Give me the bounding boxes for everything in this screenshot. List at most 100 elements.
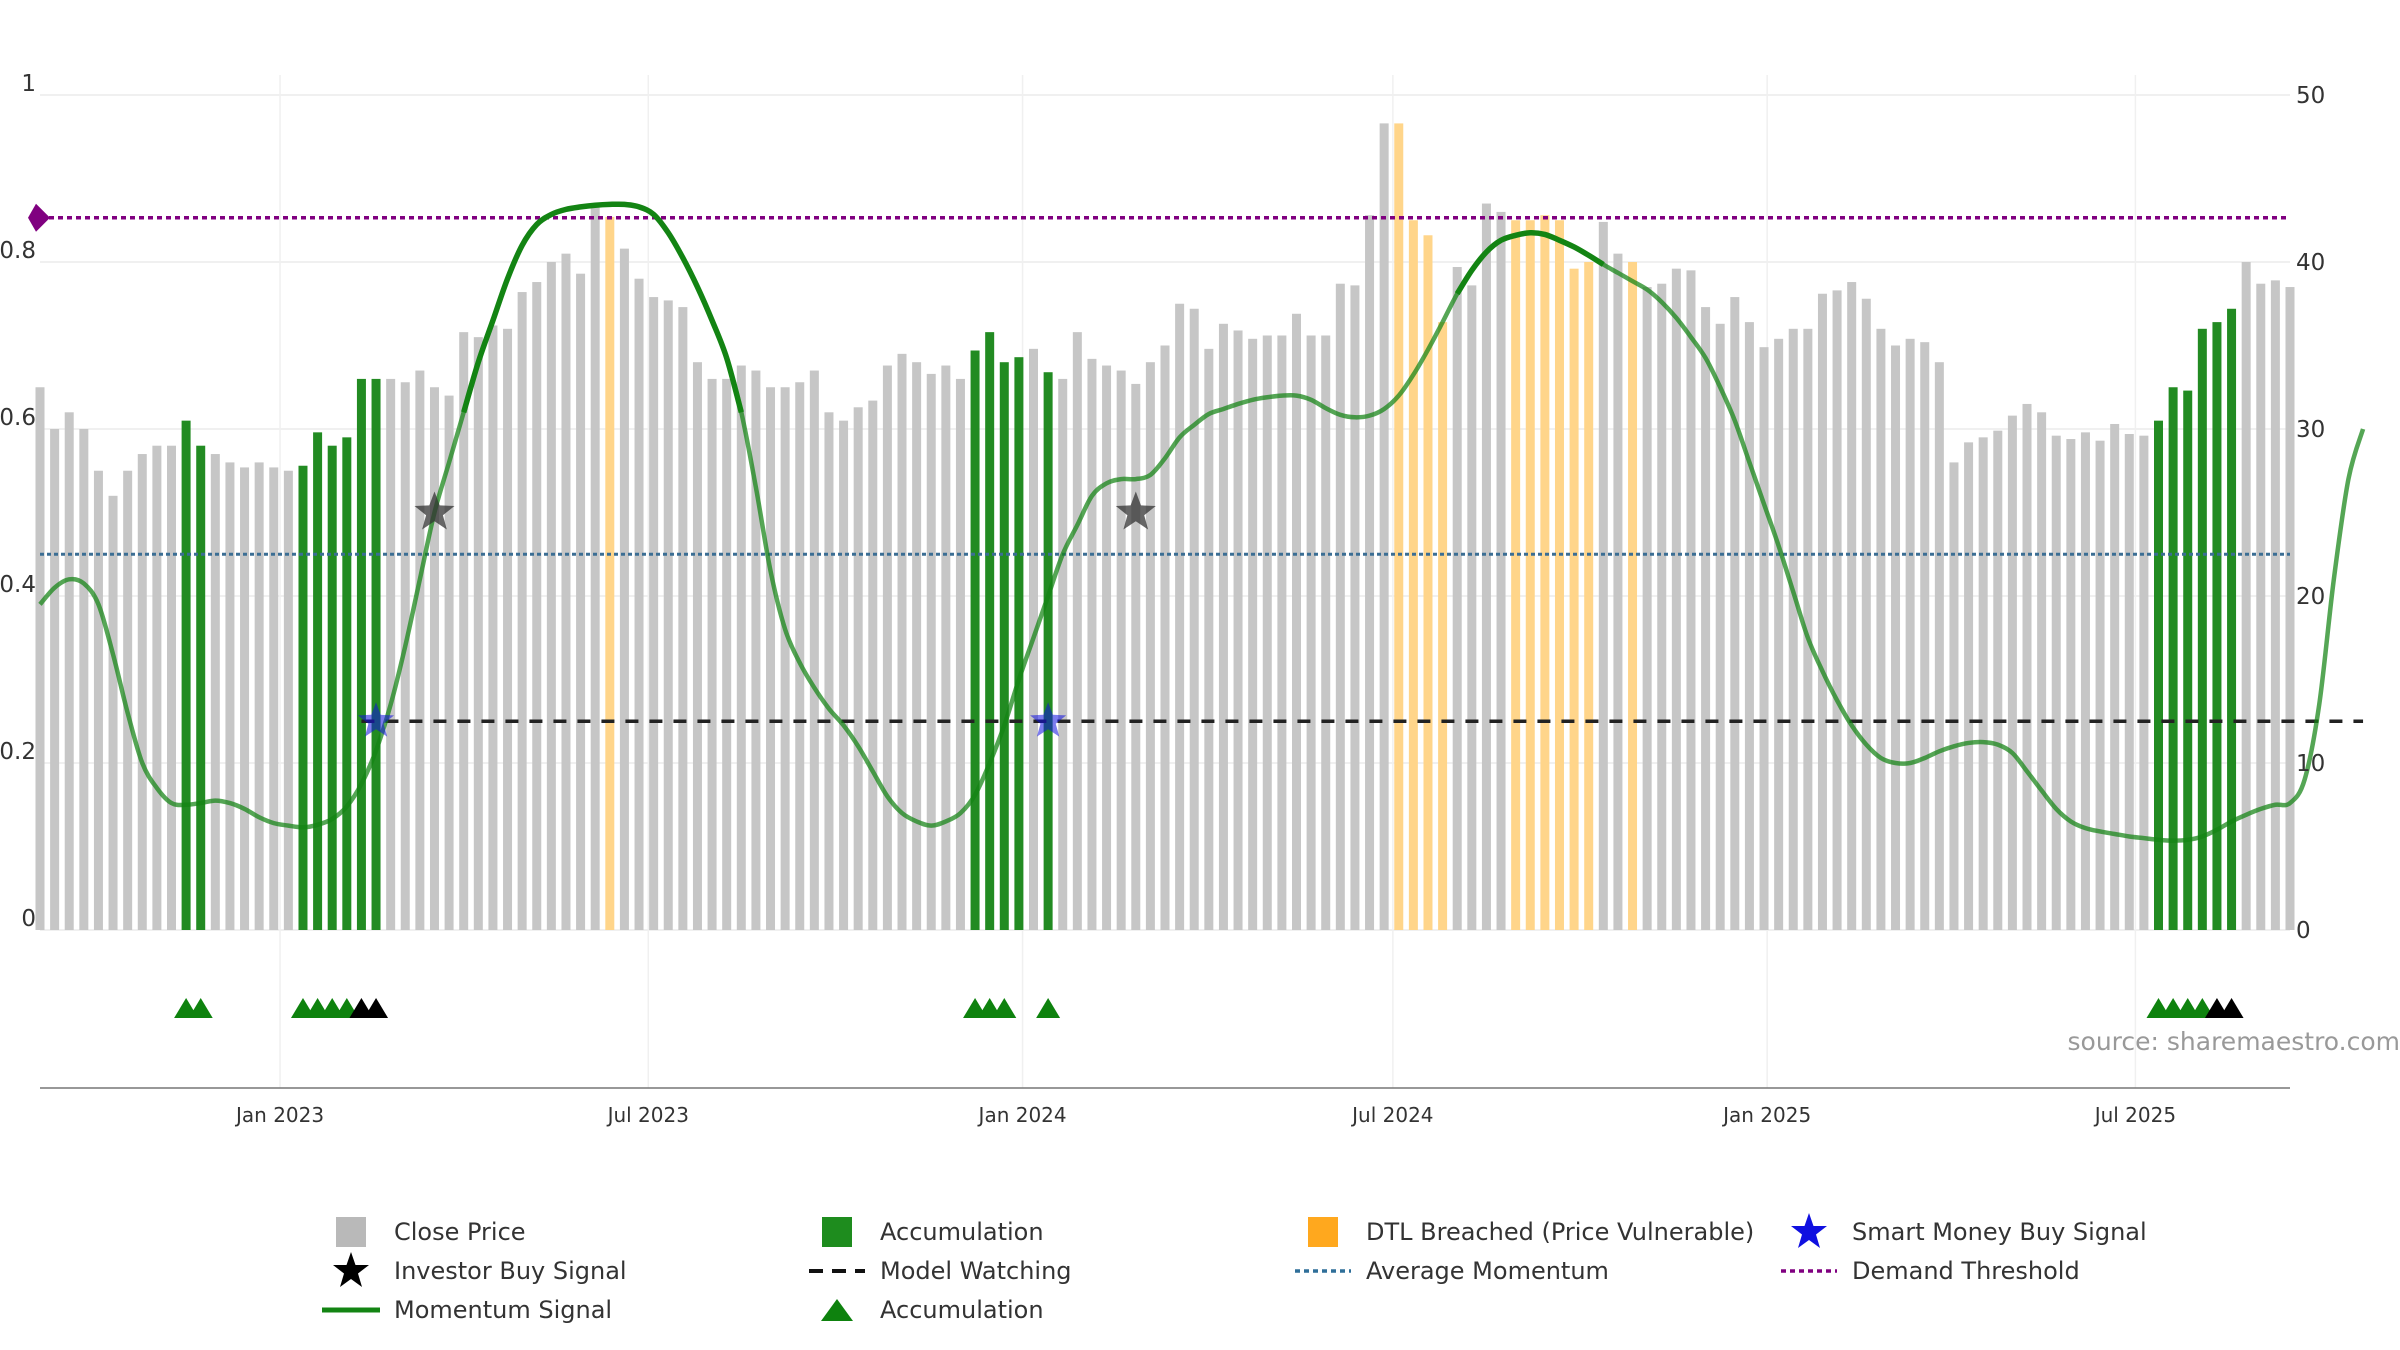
price-bar [1671,268,1681,930]
price-bar [1905,338,1915,930]
signal-markers [358,491,1156,737]
price-bar [1934,362,1944,930]
price-bar [1759,347,1769,930]
right-tick-label: 10 [2296,751,2325,777]
investor-buy-star-icon [414,491,455,530]
legend-label: Smart Money Buy Signal [1852,1217,2147,1246]
right-tick-label: 30 [2296,417,2325,443]
legend-item-accumulation: Accumulation [806,1212,1292,1251]
legend-label: Close Price [394,1217,526,1246]
price-bar [1511,220,1521,930]
momentum-signal-line [38,201,2366,843]
smart-money-star-icon [1030,702,1067,737]
price-bar [313,432,323,930]
price-bar [1861,298,1871,930]
accumulation-triangle-icon [2219,998,2244,1018]
investor-star-icon [320,1251,382,1289]
price-bar [1540,215,1550,931]
x-tick-label: Jan 2025 [1721,1103,1811,1127]
right-tick-label: 20 [2296,584,2325,610]
price-bar [1481,203,1491,931]
left-tick-label: 0.4 [0,572,36,598]
price-bar [2037,412,2047,930]
price-bar [868,400,878,930]
price-bar [1569,268,1579,930]
legend-label: DTL Breached (Price Vulnerable) [1366,1217,1755,1246]
demand-threshold-line-icon [1778,1253,1840,1289]
model-watching-line-icon [806,1253,868,1289]
price-bar [1525,220,1535,930]
price-bar [1847,282,1857,930]
price-bar [2256,283,2266,931]
x-tick-label: Jul 2023 [606,1103,689,1127]
price-bar [1774,338,1784,930]
price-bar [1701,307,1711,931]
price-bar [678,307,688,931]
price-bar [1291,313,1301,930]
price-bar [1072,332,1082,930]
right-tick-label: 40 [2296,250,2325,276]
price-bar [1949,462,1959,930]
price-bar [1365,215,1375,931]
price-bar [1920,342,1930,930]
price-bar [1686,270,1696,931]
price-bar [2124,434,2134,930]
price-bar [1891,345,1901,930]
price-bar [459,332,469,930]
price-bar [517,292,527,930]
legend-label: Momentum Signal [394,1295,613,1324]
price-bar [1803,328,1813,930]
price-bar [2168,387,2178,930]
price-bar [108,495,118,930]
price-bar [1438,322,1448,930]
legend-item-demand-threshold: Demand Threshold [1778,1251,2218,1290]
price-bar [1350,285,1360,930]
price-bar [1379,123,1389,930]
price-bar [590,206,600,930]
right-tick-label: 0 [2296,918,2311,944]
accumulation-triangle-icon [364,998,389,1018]
smart-money-star-icon [358,702,395,737]
legend-label: Demand Threshold [1852,1256,2080,1285]
price-bar [2095,440,2105,930]
price-bar [488,325,498,931]
price-bar [1993,430,2003,930]
price-bar [1788,328,1798,930]
legend: Close Price Accumulation DTL Breached (P… [320,1212,2220,1332]
price-bar [1584,262,1594,930]
price-bar [985,332,995,930]
price-bar [1598,221,1608,931]
price-bar [1145,362,1155,930]
price-bar [663,300,673,930]
price-bar [2212,322,2222,930]
price-bar [1262,335,1272,931]
price-bar [386,378,396,930]
price-bar [123,470,133,930]
price-bar [415,370,425,930]
price-bar [941,365,951,930]
source-label: source: sharemaestro.com [2068,1027,2400,1056]
legend-item-average-momentum: Average Momentum [1292,1251,1778,1290]
price-bar [2197,328,2207,930]
price-bar [240,467,250,930]
demand-threshold-diamond-icon [28,203,50,232]
legend-label: Model Watching [880,1256,1072,1285]
price-bar [619,248,629,930]
price-bar [1321,335,1331,931]
price-bar [1058,378,1068,930]
price-bar [1964,442,1974,930]
price-bar [1204,348,1214,931]
legend-item-investor-buy: Investor Buy Signal [320,1251,806,1290]
price-bar [283,470,293,930]
price-bar [1817,293,1827,931]
price-bar [196,445,206,930]
price-bar [634,278,644,930]
price-bar [649,297,659,930]
price-bar [1102,365,1112,930]
price-bar [1277,335,1287,931]
legend-label: Accumulation [880,1217,1044,1246]
price-bar [210,454,220,930]
price-bar [1394,123,1404,930]
price-bar [181,420,191,930]
